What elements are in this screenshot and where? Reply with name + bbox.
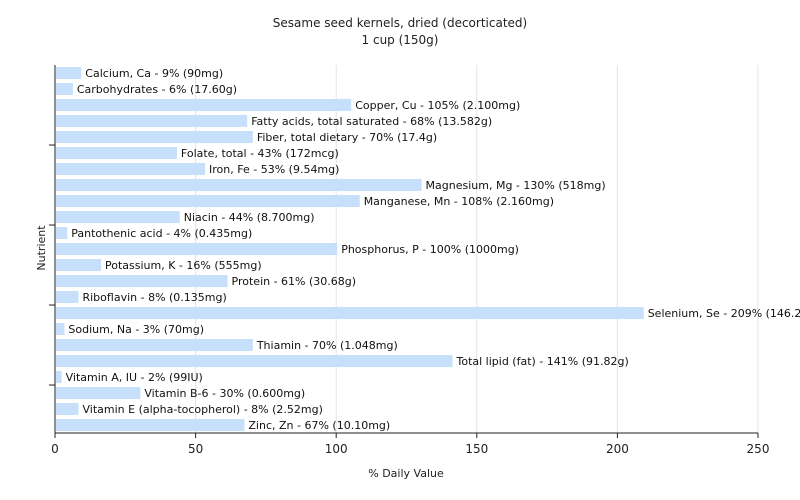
bar: [56, 403, 79, 415]
axes: 0 50 100 150 200 250: [49, 65, 769, 456]
bar-label: Manganese, Mn - 108% (2.160mg): [364, 195, 554, 208]
bar-label: Zinc, Zn - 67% (10.10mg): [248, 419, 390, 432]
x-tick-label: 100: [325, 442, 348, 456]
chart-subtitle: 1 cup (150g): [362, 33, 439, 47]
gridlines: [195, 65, 759, 433]
bar-label: Folate, total - 43% (172mcg): [181, 147, 339, 160]
bar: [56, 147, 177, 159]
x-axis-label: % Daily Value: [368, 467, 444, 480]
bar: [56, 227, 68, 239]
bars: [56, 67, 644, 431]
bar: [56, 355, 453, 367]
bar-label: Protein - 61% (30.68g): [232, 275, 357, 288]
bar: [56, 99, 352, 111]
bar-label: Fatty acids, total saturated - 68% (13.5…: [251, 115, 492, 128]
bar: [56, 371, 62, 383]
bar: [56, 83, 73, 95]
bar: [56, 275, 228, 287]
bar-label: Fiber, total dietary - 70% (17.4g): [257, 131, 437, 144]
bar-label: Selenium, Se - 209% (146.2mcg): [648, 307, 800, 320]
bar-label: Vitamin B-6 - 30% (0.600mg): [144, 387, 305, 400]
bar-label: Iron, Fe - 53% (9.54mg): [209, 163, 339, 176]
bar: [56, 307, 644, 319]
y-axis-label: Nutrient: [35, 225, 48, 271]
x-tick-label: 0: [51, 442, 59, 456]
bar-label: Vitamin E (alpha-tocopherol) - 8% (2.52m…: [82, 403, 322, 416]
bar-label: Niacin - 44% (8.700mg): [184, 211, 315, 224]
bar: [56, 259, 101, 271]
bar: [56, 67, 82, 79]
bar: [56, 179, 422, 191]
x-tick-label: 250: [747, 442, 770, 456]
bar-label: Sodium, Na - 3% (70mg): [68, 323, 204, 336]
bar: [56, 291, 79, 303]
bar-label: Thiamin - 70% (1.048mg): [256, 339, 398, 352]
x-tick-label: 200: [606, 442, 629, 456]
bar: [56, 243, 338, 255]
bar-label: Carbohydrates - 6% (17.60g): [77, 83, 237, 96]
bar-labels: Calcium, Ca - 9% (90mg) Carbohydrates - 6…: [66, 67, 800, 432]
bar: [56, 115, 248, 127]
bar: [56, 387, 141, 399]
bar-label: Total lipid (fat) - 141% (91.82g): [455, 355, 628, 368]
bar-label: Magnesium, Mg - 130% (518mg): [426, 179, 606, 192]
bar: [56, 323, 65, 335]
bar: [56, 195, 360, 207]
bar: [56, 163, 206, 175]
bar-label: Phosphorus, P - 100% (1000mg): [341, 243, 519, 256]
bar: [56, 339, 253, 351]
x-tick-label: 150: [465, 442, 488, 456]
bar-label: Potassium, K - 16% (555mg): [105, 259, 262, 272]
bar-label: Pantothenic acid - 4% (0.435mg): [71, 227, 252, 240]
bar-label: Vitamin A, IU - 2% (99IU): [66, 371, 203, 384]
bar: [56, 211, 180, 223]
bar: [56, 131, 253, 143]
bar-label: Riboflavin - 8% (0.135mg): [82, 291, 226, 304]
bar-label: Copper, Cu - 105% (2.100mg): [355, 99, 520, 112]
bar-label: Calcium, Ca - 9% (90mg): [85, 67, 223, 80]
chart-title: Sesame seed kernels, dried (decorticated…: [273, 16, 527, 30]
bar: [56, 419, 245, 431]
x-tick-label: 50: [188, 442, 203, 456]
